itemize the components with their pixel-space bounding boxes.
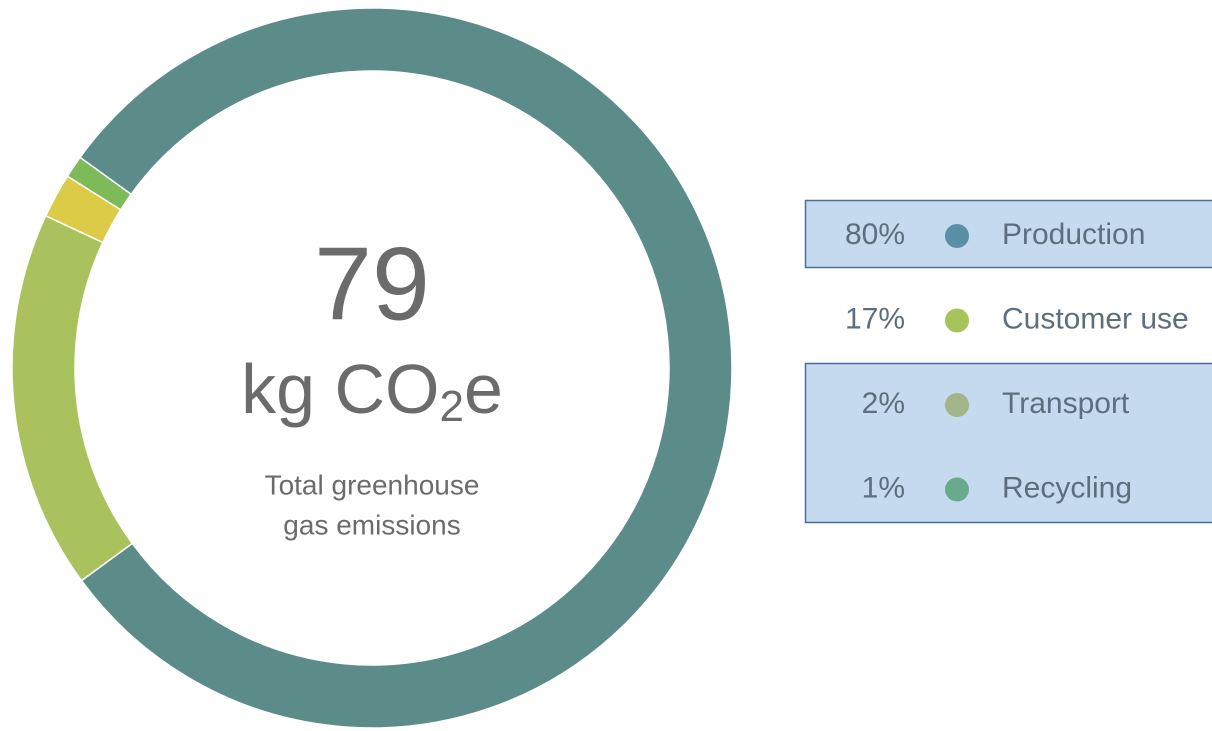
- description: gas emissions: [283, 509, 460, 540]
- legend-value: 80%: [845, 218, 905, 251]
- legend-value: 1%: [862, 471, 905, 504]
- center-value: 79: [314, 226, 430, 342]
- legend-highlight: [804, 199, 1212, 269]
- donut-segment: [11, 214, 134, 582]
- legend-label: Customer use: [1002, 302, 1189, 335]
- legend-label: Production: [1002, 218, 1145, 251]
- legend-label: Recycling: [1002, 471, 1132, 504]
- legend-dot: [945, 393, 969, 417]
- unit-subscript: 2: [439, 382, 463, 431]
- legend-label: Transport: [1002, 387, 1130, 420]
- legend-dot: [945, 224, 969, 248]
- legend-value: 2%: [862, 387, 905, 420]
- description: Total greenhouse: [265, 469, 480, 500]
- unit-part: e: [464, 350, 503, 428]
- legend-highlight: [804, 362, 1212, 524]
- donut-segment: [78, 7, 733, 729]
- legend-value: 17%: [845, 302, 905, 335]
- unit-part: kg CO: [241, 350, 439, 428]
- legend-dot: [945, 477, 969, 502]
- legend-dot: [945, 308, 969, 333]
- donut-segment: [66, 156, 133, 211]
- center-unit: kg CO2e: [241, 350, 503, 430]
